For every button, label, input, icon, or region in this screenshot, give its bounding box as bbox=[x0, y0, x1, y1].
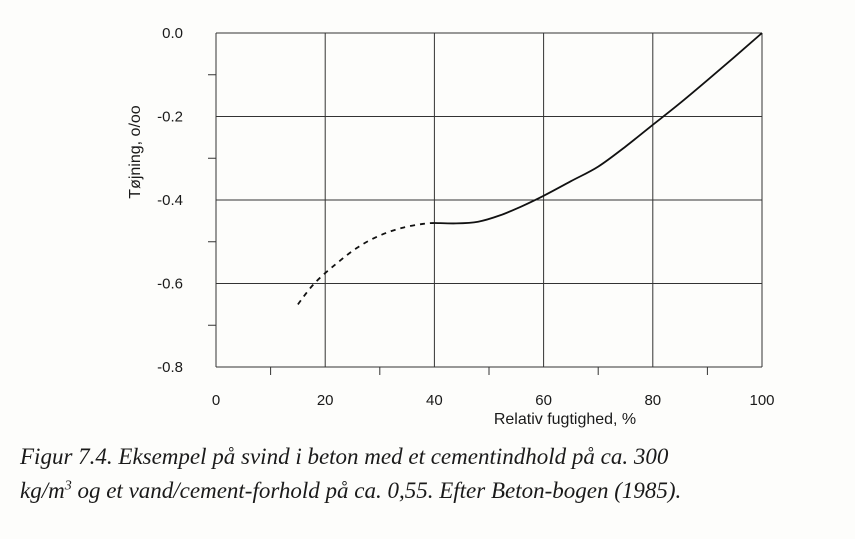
x-tick-label: 40 bbox=[426, 392, 443, 409]
x-tick-label: 80 bbox=[644, 392, 661, 409]
caption-line-2: kg/m3 og et vand/cement-forhold på ca. 0… bbox=[20, 474, 840, 508]
y-tick-label: -0.8 bbox=[157, 359, 183, 376]
y-tick-label: -0.4 bbox=[157, 192, 183, 209]
y-tick-label: 0.0 bbox=[162, 25, 183, 42]
y-axis-label: Tøjning, o/oo bbox=[127, 105, 144, 198]
solid-series-line bbox=[434, 32, 763, 225]
x-axis-label: Relativ fugtighed, % bbox=[494, 411, 636, 428]
x-tick-label: 60 bbox=[535, 392, 552, 409]
x-tick-label: 20 bbox=[317, 392, 334, 409]
caption-line-1: Figur 7.4. Eksempel på svind i beton med… bbox=[20, 444, 669, 469]
y-tick-label: -0.2 bbox=[157, 109, 183, 126]
caption-line-2-start: kg/m bbox=[20, 478, 65, 503]
x-tick-label: 0 bbox=[212, 392, 220, 409]
series bbox=[297, 32, 763, 305]
y-tick-labels: 0.0 -0.2 -0.4 -0.6 -0.8 bbox=[157, 25, 183, 376]
x-tick-label: 100 bbox=[749, 392, 774, 409]
y-tick-label: -0.6 bbox=[157, 276, 183, 293]
dashed-series-line bbox=[297, 222, 435, 305]
figure-caption: Figur 7.4. Eksempel på svind i beton med… bbox=[20, 440, 840, 508]
shrinkage-chart: 0.0 -0.2 -0.4 -0.6 -0.8 0 20 40 60 80 100 Relativ… bbox=[127, 25, 775, 428]
grid bbox=[215, 32, 763, 368]
x-tick-labels: 0 20 40 60 80 100 bbox=[212, 392, 775, 409]
minor-ticks bbox=[208, 74, 708, 375]
caption-line-2-end: og et vand/cement-forhold på ca. 0,55. E… bbox=[71, 478, 682, 503]
caption-superscript: 3 bbox=[64, 478, 72, 494]
